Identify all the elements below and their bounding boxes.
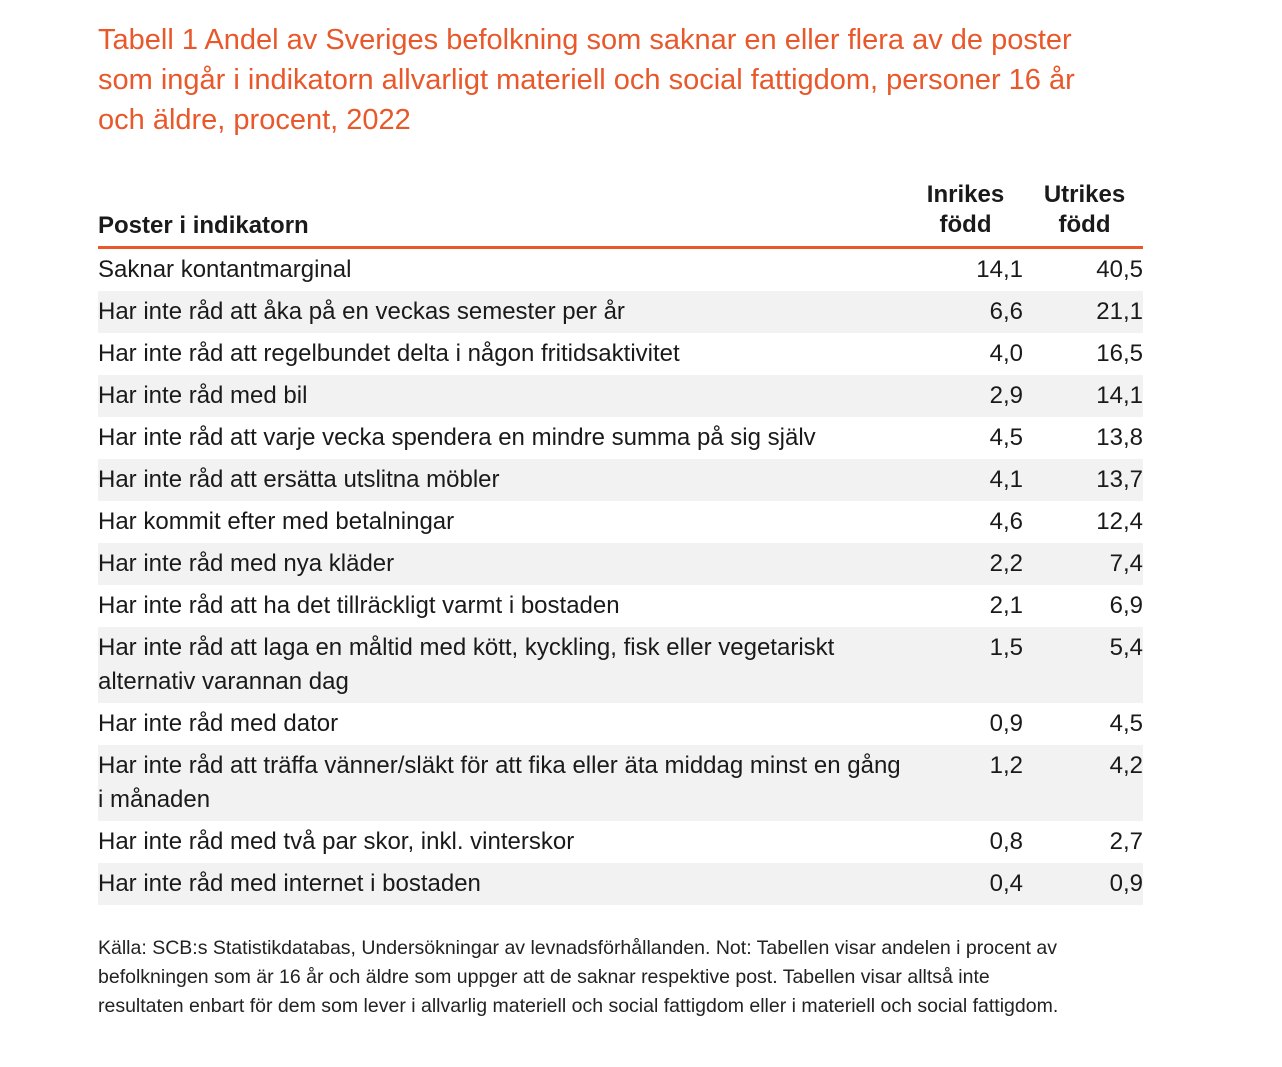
table-row: Har inte råd att åka på en veckas semest…: [98, 291, 1143, 333]
row-label: Har inte råd att träffa vänner/släkt för…: [98, 752, 901, 813]
row-value-inrikes: 4,5: [989, 424, 1023, 451]
header-inrikes-line1: Inrikes: [926, 181, 1005, 208]
row-label: Har inte råd att laga en måltid med kött…: [98, 634, 835, 695]
row-value-utrikes: 0,9: [1109, 870, 1143, 897]
table-row: Har inte råd med två par skor, inkl. vin…: [98, 821, 1143, 863]
row-value-utrikes: 4,2: [1109, 752, 1143, 779]
row-value-inrikes: 0,8: [989, 828, 1023, 855]
row-value-inrikes: 1,5: [989, 634, 1023, 661]
row-value-utrikes: 6,9: [1109, 592, 1143, 619]
row-label: Har kommit efter med betalningar: [98, 508, 455, 535]
row-value-utrikes: 4,5: [1109, 710, 1143, 737]
row-value-inrikes: 4,6: [989, 508, 1023, 535]
source-note: Källa: SCB:s Statistikdatabas, Undersökn…: [98, 937, 1059, 1017]
row-label: Har inte råd med bil: [98, 382, 308, 409]
row-value-utrikes: 5,4: [1109, 634, 1143, 661]
row-label: Har inte råd att regelbundet delta i någ…: [98, 340, 680, 367]
row-value-utrikes: 7,4: [1109, 550, 1143, 577]
header-inrikes-column: Inrikes född: [908, 180, 1023, 240]
table-row: Har inte råd att laga en måltid med kött…: [98, 627, 1143, 703]
row-value-utrikes: 12,4: [1096, 508, 1143, 535]
row-value-inrikes: 2,1: [989, 592, 1023, 619]
table-body: Saknar kontantmarginal 14,1 40,5 Har inte r…: [98, 249, 1143, 905]
row-label: Saknar kontantmarginal: [98, 256, 352, 283]
row-value-inrikes: 0,4: [989, 870, 1023, 897]
table-row: Har inte råd med nya kläder 2,2 7,4: [98, 543, 1143, 585]
header-utrikes-line1: Utrikes: [1043, 181, 1126, 208]
table-row: Saknar kontantmarginal 14,1 40,5: [98, 249, 1143, 291]
header-utrikes-column: Utrikes född: [1026, 180, 1143, 240]
table-title: Tabell 1 Andel av Sveriges befolkning so…: [98, 24, 1075, 136]
row-value-utrikes: 40,5: [1096, 256, 1143, 283]
header-inrikes-line2: född: [939, 211, 992, 238]
table-row: Har inte råd med internet i bostaden 0,4 0…: [98, 863, 1143, 905]
row-value-utrikes: 21,1: [1096, 298, 1143, 325]
table-row: Har inte råd att ersätta utslitna möbler…: [98, 459, 1143, 501]
row-label: Har inte råd med två par skor, inkl. vin…: [98, 828, 575, 855]
row-label: Har inte råd med nya kläder: [98, 550, 395, 577]
table-row: Har inte råd att träffa vänner/släkt för…: [98, 745, 1143, 821]
row-label: Har inte råd att åka på en veckas semest…: [98, 298, 625, 325]
row-value-inrikes: 14,1: [976, 256, 1023, 283]
row-value-utrikes: 16,5: [1096, 340, 1143, 367]
header-label-column: Poster i indikatorn: [98, 212, 309, 239]
row-value-utrikes: 14,1: [1096, 382, 1143, 409]
data-table: Poster i indikatorn Inrikes född Utrikes…: [98, 176, 1143, 905]
table-row: Har inte råd att regelbundet delta i någ…: [98, 333, 1143, 375]
row-label: Har inte råd att varje vecka spendera en…: [98, 424, 816, 451]
table-header: Poster i indikatorn Inrikes född Utrikes…: [98, 176, 1143, 249]
row-value-utrikes: 13,8: [1096, 424, 1143, 451]
row-value-inrikes: 4,0: [989, 340, 1023, 367]
row-value-inrikes: 0,9: [989, 710, 1023, 737]
table-row: Har inte råd att varje vecka spendera en…: [98, 417, 1143, 459]
row-value-utrikes: 2,7: [1109, 828, 1143, 855]
row-value-inrikes: 2,9: [989, 382, 1023, 409]
table-row: Har kommit efter med betalningar 4,6 12,4: [98, 501, 1143, 543]
row-value-inrikes: 1,2: [989, 752, 1023, 779]
row-label: Har inte råd att ha det tillräckligt var…: [98, 592, 620, 619]
table-row: Har inte råd med bil 2,9 14,1: [98, 375, 1143, 417]
row-value-inrikes: 2,2: [989, 550, 1023, 577]
table-row: Har inte råd med dator 0,9 4,5: [98, 703, 1143, 745]
row-label: Har inte råd att ersätta utslitna möbler: [98, 466, 500, 493]
row-value-inrikes: 4,1: [989, 466, 1023, 493]
row-label: Har inte råd med dator: [98, 710, 339, 737]
row-value-inrikes: 6,6: [989, 298, 1023, 325]
header-utrikes-line2: född: [1058, 211, 1111, 238]
row-label: Har inte råd med internet i bostaden: [98, 870, 481, 897]
row-value-utrikes: 13,7: [1096, 466, 1143, 493]
table-row: Har inte råd att ha det tillräckligt var…: [98, 585, 1143, 627]
